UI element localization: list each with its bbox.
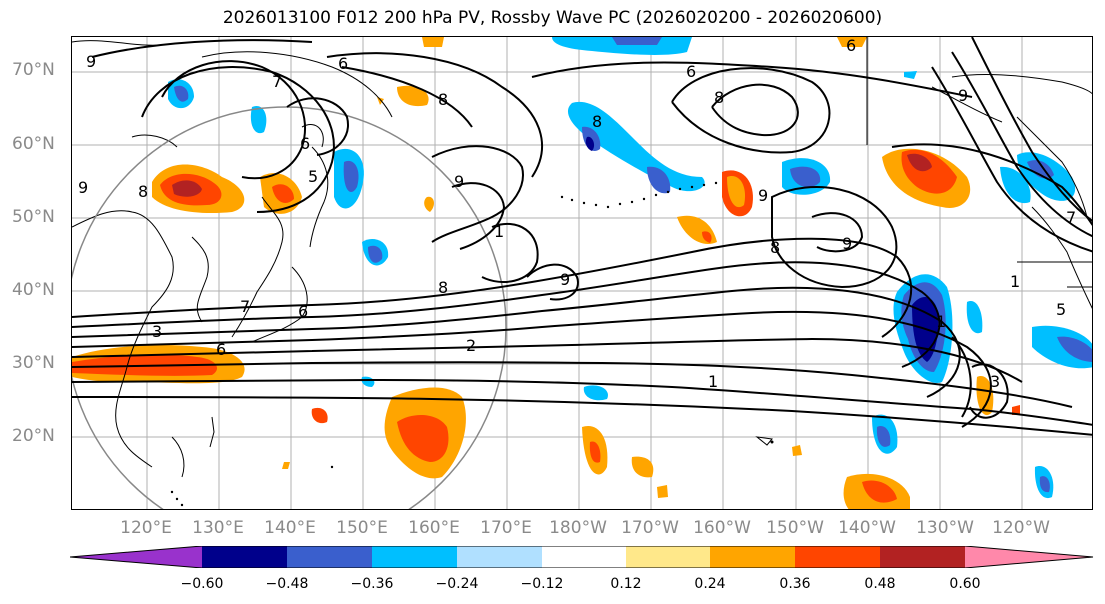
map-title: 2026013100 F012 200 hPa PV, Rossby Wave …: [222, 8, 883, 28]
contour-label: 8: [770, 238, 780, 257]
contour-label: 5: [1056, 300, 1066, 319]
colorbar-tick: −0.48: [265, 576, 309, 592]
contour-labels: 9 6 8 7 6 5 9 8 9 8 1 9 8 6 8 9 9 8 7 6 …: [78, 37, 1076, 391]
contour-label: 1: [708, 372, 718, 391]
pv-contours: [72, 37, 1092, 436]
contour-label: 7: [240, 297, 250, 316]
great-circle: [72, 106, 507, 509]
graticule: [72, 37, 1092, 509]
contour-label: 9: [958, 86, 968, 105]
colorbar-tick: 0.60: [949, 576, 981, 592]
lon-label-120w: 120°W: [992, 518, 1050, 538]
contour-label: 6: [300, 134, 310, 153]
lon-label-140e: 140°E: [264, 518, 316, 538]
contour-label: 3: [990, 372, 1000, 391]
small-islands: [170, 181, 774, 507]
colorbar-tick: −0.36: [350, 576, 394, 592]
contour-label: 8: [592, 112, 602, 131]
colorbar-tick: 0.48: [864, 576, 896, 592]
lon-label-180w: 180°W: [549, 518, 607, 538]
contour-label: 6: [686, 62, 696, 81]
map-panel: 9 6 8 7 6 5 9 8 9 8 1 9 8 6 8 9 9 8 7 6 …: [71, 36, 1093, 510]
contour-label: 1: [1010, 272, 1020, 291]
colorbar-bin: [202, 546, 287, 568]
contour-label: 8: [138, 182, 148, 201]
contour-label: 5: [308, 167, 318, 186]
lon-label-140w: 140°W: [838, 518, 896, 538]
contour-label: 2: [466, 336, 476, 355]
colorbar-bin: [287, 546, 372, 568]
lat-label-60n: 60°N: [12, 134, 55, 154]
colorbar-bin: [457, 546, 542, 568]
contour-label: 9: [758, 186, 768, 205]
colorbar-tick: 0.36: [779, 576, 811, 592]
contour-label: 9: [86, 52, 96, 71]
colorbar-tick: −0.24: [435, 576, 479, 592]
lon-label-130w: 130°W: [916, 518, 974, 538]
lon-label-150e: 150°E: [336, 518, 388, 538]
lon-label-120e: 120°E: [120, 518, 172, 538]
contour-label: 8: [438, 90, 448, 109]
lon-label-160w: 160°W: [693, 518, 751, 538]
lat-label-30n: 30°N: [12, 353, 55, 373]
colorbar: [70, 546, 1094, 568]
contour-label: 9: [560, 270, 570, 289]
coastlines: [72, 37, 1092, 478]
contour-label: 9: [454, 172, 464, 191]
map-canvas: 9 6 8 7 6 5 9 8 9 8 1 9 8 6 8 9 9 8 7 6 …: [72, 37, 1092, 509]
colorbar-bin: [626, 546, 710, 568]
contour-label: 9: [842, 234, 852, 253]
colorbar-bin: [542, 546, 626, 568]
colorbar-extend-high: [965, 546, 1093, 568]
contour-label: 9: [78, 178, 88, 197]
colorbar-tick: −0.12: [520, 576, 564, 592]
lon-label-170e: 170°E: [480, 518, 532, 538]
contour-label: 6: [338, 54, 348, 73]
lon-label-130e: 130°E: [192, 518, 244, 538]
lat-label-50n: 50°N: [12, 207, 55, 227]
colorbar-bin: [710, 546, 795, 568]
contour-label: 1: [494, 222, 504, 241]
colorbar-tick: 0.12: [610, 576, 642, 592]
lat-label-40n: 40°N: [12, 280, 55, 300]
colorbar-tick: −0.60: [180, 576, 224, 592]
colorbar-bin: [372, 546, 457, 568]
contour-label: 6: [846, 37, 856, 55]
colorbar-bin: [880, 546, 965, 568]
contour-label: 6: [216, 340, 226, 359]
contour-label: 3: [152, 322, 162, 341]
contour-label: 7: [272, 72, 282, 91]
contour-label: 1: [936, 312, 946, 331]
lon-label-170w: 170°W: [621, 518, 679, 538]
lat-label-20n: 20°N: [12, 426, 55, 446]
colorbar-bin: [795, 546, 880, 568]
colorbar-tick: 0.24: [694, 576, 726, 592]
contour-label: 8: [714, 88, 724, 107]
contour-label: 7: [1066, 208, 1076, 227]
contour-label: 6: [298, 302, 308, 321]
lon-label-160e: 160°E: [408, 518, 460, 538]
lat-label-70n: 70°N: [12, 60, 55, 80]
colorbar-extend-low: [70, 546, 202, 568]
lon-label-150w: 150°W: [766, 518, 824, 538]
contour-label: 8: [438, 278, 448, 297]
